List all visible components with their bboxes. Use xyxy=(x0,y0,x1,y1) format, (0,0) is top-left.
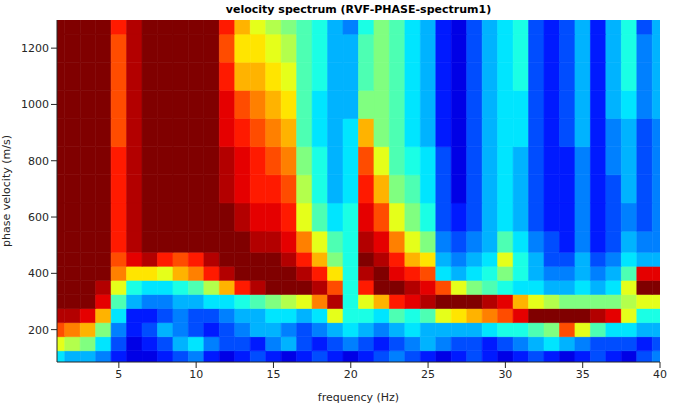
svg-text:1200: 1200 xyxy=(21,42,49,55)
svg-text:200: 200 xyxy=(28,324,49,337)
svg-text:15: 15 xyxy=(266,368,280,381)
svg-text:frequency (Hz): frequency (Hz) xyxy=(318,391,399,404)
svg-text:1000: 1000 xyxy=(21,98,49,111)
svg-text:400: 400 xyxy=(28,267,49,280)
svg-text:25: 25 xyxy=(421,368,435,381)
svg-text:phase velocity (m/s): phase velocity (m/s) xyxy=(0,135,13,247)
svg-text:10: 10 xyxy=(189,368,203,381)
svg-text:40: 40 xyxy=(653,368,667,381)
svg-text:20: 20 xyxy=(344,368,358,381)
svg-text:5: 5 xyxy=(115,368,122,381)
svg-text:800: 800 xyxy=(28,155,49,168)
svg-text:30: 30 xyxy=(498,368,512,381)
html-text:velocity spectrum (RVF-PHASE-s: velocity spectrum (RVF-PHASE-spectrum1) xyxy=(225,3,492,16)
svg-text:35: 35 xyxy=(576,368,590,381)
svg-text:600: 600 xyxy=(28,211,49,224)
